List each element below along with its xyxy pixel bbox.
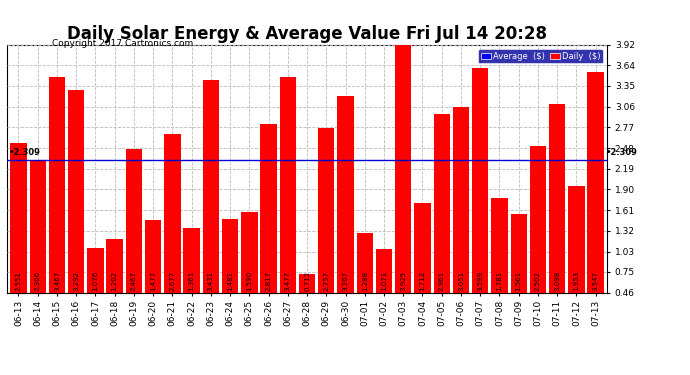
Bar xyxy=(511,214,527,292)
Bar xyxy=(414,203,431,292)
Bar xyxy=(472,68,489,292)
Bar xyxy=(549,104,565,292)
Text: Copyright 2017 Cartronics.com: Copyright 2017 Cartronics.com xyxy=(52,39,193,48)
Bar xyxy=(184,228,200,292)
Bar xyxy=(126,149,142,292)
Bar xyxy=(87,248,104,292)
Bar xyxy=(491,198,508,292)
Text: 1.561: 1.561 xyxy=(515,271,522,291)
Text: 2.502: 2.502 xyxy=(535,271,541,291)
Text: 2.551: 2.551 xyxy=(15,271,21,291)
Bar xyxy=(587,72,604,292)
Bar xyxy=(241,211,257,292)
Bar xyxy=(49,77,65,292)
Legend: Average  ($), Daily  ($): Average ($), Daily ($) xyxy=(478,49,603,63)
Bar xyxy=(569,186,584,292)
Text: 3.051: 3.051 xyxy=(458,271,464,291)
Text: 1.361: 1.361 xyxy=(188,271,195,291)
Bar xyxy=(68,90,84,292)
Text: 2.677: 2.677 xyxy=(169,271,175,291)
Text: 1.712: 1.712 xyxy=(420,271,426,291)
Bar xyxy=(222,219,238,292)
Text: •2.309: •2.309 xyxy=(9,148,41,158)
Text: 2.961: 2.961 xyxy=(439,271,445,291)
Bar xyxy=(260,124,277,292)
Text: 2.467: 2.467 xyxy=(131,271,137,291)
Text: 1.076: 1.076 xyxy=(92,271,99,291)
Text: 3.292: 3.292 xyxy=(73,271,79,291)
Text: 1.781: 1.781 xyxy=(496,271,502,291)
Title: Daily Solar Energy & Average Value Fri Jul 14 20:28: Daily Solar Energy & Average Value Fri J… xyxy=(67,26,547,44)
Bar xyxy=(357,233,373,292)
Text: 1.202: 1.202 xyxy=(112,271,118,291)
Text: 3.477: 3.477 xyxy=(285,271,290,291)
Bar xyxy=(395,45,411,292)
Bar xyxy=(299,274,315,292)
Bar xyxy=(145,220,161,292)
Bar xyxy=(376,249,392,292)
Text: 2.306: 2.306 xyxy=(34,271,41,291)
Bar xyxy=(106,239,123,292)
Text: 3.207: 3.207 xyxy=(342,271,348,291)
Text: 1.477: 1.477 xyxy=(150,271,156,291)
Text: 3.547: 3.547 xyxy=(593,271,599,291)
Bar xyxy=(203,80,219,292)
Text: 3.467: 3.467 xyxy=(54,271,60,291)
Bar xyxy=(279,77,296,292)
Text: 3.431: 3.431 xyxy=(208,271,214,291)
Bar xyxy=(164,134,181,292)
Text: 1.288: 1.288 xyxy=(362,271,368,291)
Text: 2.757: 2.757 xyxy=(324,271,329,291)
Text: 2.817: 2.817 xyxy=(266,271,272,291)
Text: 3.599: 3.599 xyxy=(477,271,483,291)
Text: •2.309: •2.309 xyxy=(605,148,637,158)
Text: 3.925: 3.925 xyxy=(400,271,406,291)
Bar xyxy=(433,114,450,292)
Bar xyxy=(530,146,546,292)
Text: 3.098: 3.098 xyxy=(554,271,560,291)
Text: 1.481: 1.481 xyxy=(227,271,233,291)
Bar xyxy=(10,143,27,292)
Bar xyxy=(318,128,335,292)
Text: 0.712: 0.712 xyxy=(304,271,310,291)
Bar xyxy=(453,107,469,292)
Text: 1.071: 1.071 xyxy=(381,271,387,291)
Text: 1.590: 1.590 xyxy=(246,271,253,291)
Bar xyxy=(30,160,46,292)
Text: 1.953: 1.953 xyxy=(573,271,580,291)
Bar xyxy=(337,96,354,292)
